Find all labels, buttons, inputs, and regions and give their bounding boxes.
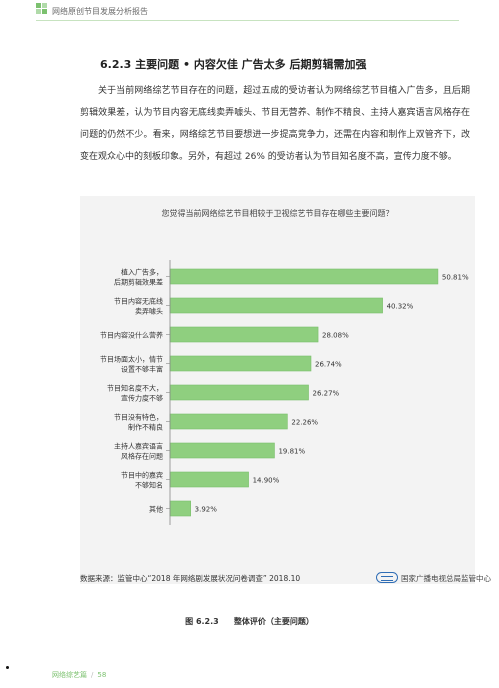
bar (169, 384, 309, 401)
category-label: 主持人嘉宾语言风格存在问题 (114, 442, 163, 461)
bar (169, 413, 288, 430)
category-label: 其他 (149, 505, 163, 514)
page-footer: 网络综艺篇 /58 (0, 666, 499, 688)
footer-section: 网络综艺篇 (52, 671, 87, 679)
bar-value-label: 50.81% (442, 274, 469, 282)
footer-separator: / (91, 671, 94, 679)
bar (169, 442, 275, 459)
chart-title: 您觉得当前网络综艺节目相较于卫视综艺节目存在哪些主要问题？ (161, 209, 394, 218)
page-header: 网络原创节目发展分析报告 (0, 0, 499, 22)
figure-label: 图 6.2.3 (185, 617, 219, 626)
bar (169, 471, 249, 488)
section-heading: 6.2.3 主要问题 • 内容欠佳 广告太多 后期剪辑需加强 (100, 58, 367, 71)
figure-caption: 图 6.2.3 整体评价（主要问题） (0, 616, 499, 627)
bar-value-label: 28.08% (322, 332, 349, 340)
category-label: 节目没有特色，制作不精良 (114, 413, 163, 432)
org-logo-icon (376, 572, 398, 583)
bar-value-label: 3.92% (195, 506, 218, 514)
header-divider (36, 20, 459, 21)
bar-value-label: 22.26% (291, 419, 318, 427)
category-label: 节目场面太小，情节设置不够丰富 (100, 355, 163, 374)
bar-value-label: 14.90% (253, 477, 280, 485)
category-label: 节目中的嘉宾不够知名 (121, 471, 163, 490)
bar (169, 355, 312, 372)
figure-title: 整体评价（主要问题） (233, 617, 314, 626)
bar-chart: 您觉得当前网络综艺节目相较于卫视综艺节目存在哪些主要问题？ 50.81% 植入广告… (80, 196, 475, 584)
report-logo-icon (36, 3, 50, 15)
page-number: 58 (97, 671, 107, 679)
category-label: 节目内容无底线卖弄噱头 (114, 297, 163, 316)
data-source: 数据来源：监管中心“2018 年网络剧发展状况问卷调查” 2018.10 (80, 574, 301, 583)
bar (169, 297, 383, 314)
bar-value-label: 19.81% (278, 448, 305, 456)
bar-value-label: 40.32% (387, 303, 414, 311)
footer-label: 网络综艺篇 /58 (52, 670, 106, 680)
bar (169, 268, 439, 285)
footer-dot (6, 666, 9, 669)
category-label: 植入广告多，后期剪辑效果差 (114, 268, 163, 287)
category-label: 节目内容没什么营养 (100, 331, 163, 340)
paragraph-text: 关于当前网络综艺节目存在的问题，超过五成的受访者认为网络综艺节目植入广告多，且后… (80, 86, 470, 162)
body-paragraph: 关于当前网络综艺节目存在的问题，超过五成的受访者认为网络综艺节目植入广告多，且后… (80, 80, 470, 168)
bar-value-label: 26.74% (315, 361, 342, 369)
org-name: 国家广播电视总局监管中心 (401, 574, 491, 583)
chart-svg: 50.81% 植入广告多，后期剪辑效果差 40.32% 节目内容无底线卖弄噱头 28.0… (100, 260, 469, 525)
report-title: 网络原创节目发展分析报告 (52, 7, 148, 16)
bar-value-label: 26.27% (313, 390, 340, 398)
bar (169, 500, 191, 517)
bar (169, 326, 319, 343)
category-label: 节目知名度不大，宣传力度不够 (107, 384, 163, 403)
